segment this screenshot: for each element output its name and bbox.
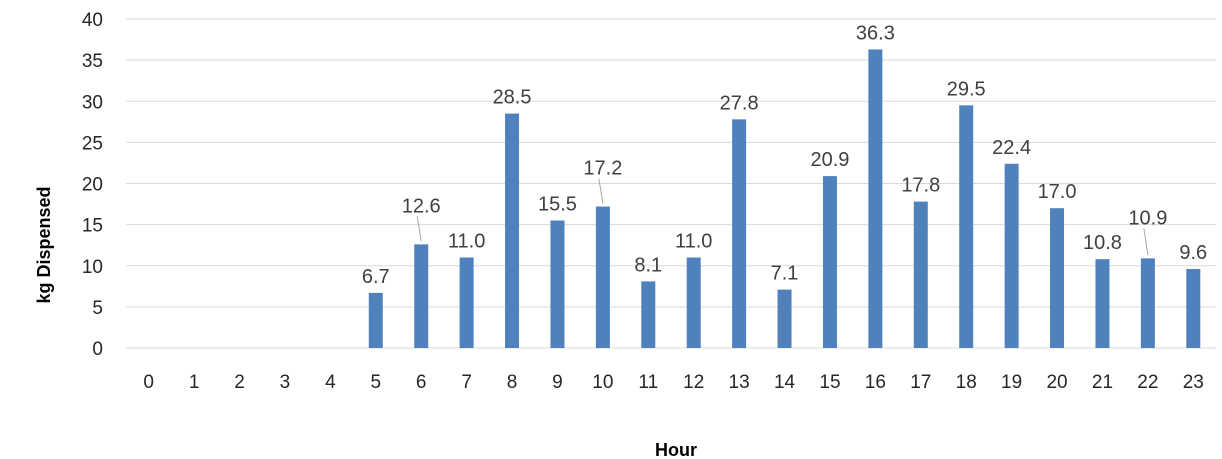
bar <box>641 281 656 348</box>
data-label-leader <box>598 178 604 204</box>
data-label: 8.1 <box>634 254 662 276</box>
x-tick-label: 1 <box>189 372 200 393</box>
bars <box>368 49 1201 349</box>
data-label: 20.9 <box>810 149 849 171</box>
y-tick-label: 25 <box>82 133 103 154</box>
x-tick-label: 11 <box>638 372 658 393</box>
bar <box>732 119 747 348</box>
x-tick-label: 20 <box>1046 372 1067 393</box>
data-label: 6.7 <box>362 266 390 288</box>
x-tick-label: 13 <box>729 372 750 393</box>
x-tick-label: 22 <box>1137 372 1158 393</box>
x-tick-label: 10 <box>592 372 613 393</box>
bar <box>822 176 837 348</box>
x-tick-label: 2 <box>234 372 245 393</box>
x-tick-label: 19 <box>1001 372 1022 393</box>
x-tick-label: 6 <box>416 372 427 393</box>
x-axis-title: Hour <box>655 440 697 459</box>
bar <box>1095 259 1110 348</box>
bar <box>868 49 883 349</box>
x-tick-label: 8 <box>507 372 518 393</box>
x-tick-label: 3 <box>280 372 291 393</box>
data-label: 11.0 <box>675 231 712 253</box>
data-label: 12.6 <box>402 195 441 217</box>
bar <box>959 105 974 348</box>
x-axis-ticks: 0 1 2 3 4 5 6 7 8 9 10 11 12 13 14 15 16 17 18 19 20 21 22 23 <box>143 372 1203 393</box>
bar <box>913 201 928 348</box>
x-tick-label: 21 <box>1092 372 1113 393</box>
bar <box>414 244 429 348</box>
y-axis-title: kg Dispensed <box>34 186 54 303</box>
data-label: 17.2 <box>583 158 622 180</box>
y-tick-label: 5 <box>92 298 103 319</box>
data-label: 11.0 <box>448 231 485 253</box>
data-label: 27.8 <box>720 92 759 114</box>
x-tick-label: 4 <box>325 372 336 393</box>
data-label: 9.6 <box>1179 242 1207 264</box>
x-tick-label: 9 <box>552 372 563 393</box>
data-label: 22.4 <box>992 137 1031 159</box>
y-tick-label: 10 <box>82 257 103 278</box>
x-tick-label: 15 <box>819 372 840 393</box>
y-axis-ticks: 0 5 10 15 20 25 30 35 40 <box>82 10 103 360</box>
y-tick-label: 40 <box>82 10 103 31</box>
data-label: 17.8 <box>901 175 940 197</box>
data-label: 10.9 <box>1128 207 1167 229</box>
data-label: 10.8 <box>1083 232 1122 254</box>
x-tick-label: 17 <box>910 372 931 393</box>
data-label-leader <box>416 216 422 242</box>
x-tick-label: 23 <box>1183 372 1204 393</box>
y-tick-label: 20 <box>82 175 103 196</box>
data-label: 17.0 <box>1038 181 1077 203</box>
bar <box>550 220 565 348</box>
data-labels: 6.7 12.6 11.0 28.5 15.5 17.2 8.1 11.0 27.8 7.1 20.… <box>362 22 1207 287</box>
x-tick-label: 16 <box>865 372 886 393</box>
bar <box>595 206 610 348</box>
x-tick-label: 0 <box>143 372 154 393</box>
data-label: 15.5 <box>538 194 577 216</box>
x-tick-label: 14 <box>774 372 796 393</box>
x-tick-label: 5 <box>371 372 382 393</box>
y-tick-label: 30 <box>82 92 103 113</box>
bar <box>505 113 520 349</box>
bar <box>686 257 701 348</box>
bar <box>459 257 474 348</box>
bar <box>1186 269 1201 348</box>
data-label: 29.5 <box>947 78 986 100</box>
bar <box>1050 208 1065 348</box>
bar <box>1004 163 1019 348</box>
x-tick-label: 18 <box>956 372 977 393</box>
data-label: 36.3 <box>856 22 895 44</box>
y-tick-label: 35 <box>82 51 103 72</box>
y-tick-label: 15 <box>82 216 103 237</box>
x-tick-label: 7 <box>461 372 472 393</box>
data-label: 28.5 <box>493 87 532 109</box>
data-label-leader <box>1143 228 1149 256</box>
bar <box>777 289 792 348</box>
bar <box>1140 258 1155 348</box>
y-tick-label: 0 <box>92 339 103 360</box>
bar <box>368 292 383 348</box>
x-tick-label: 12 <box>683 372 704 393</box>
gridlines <box>126 18 1216 349</box>
data-label: 7.1 <box>771 263 799 285</box>
